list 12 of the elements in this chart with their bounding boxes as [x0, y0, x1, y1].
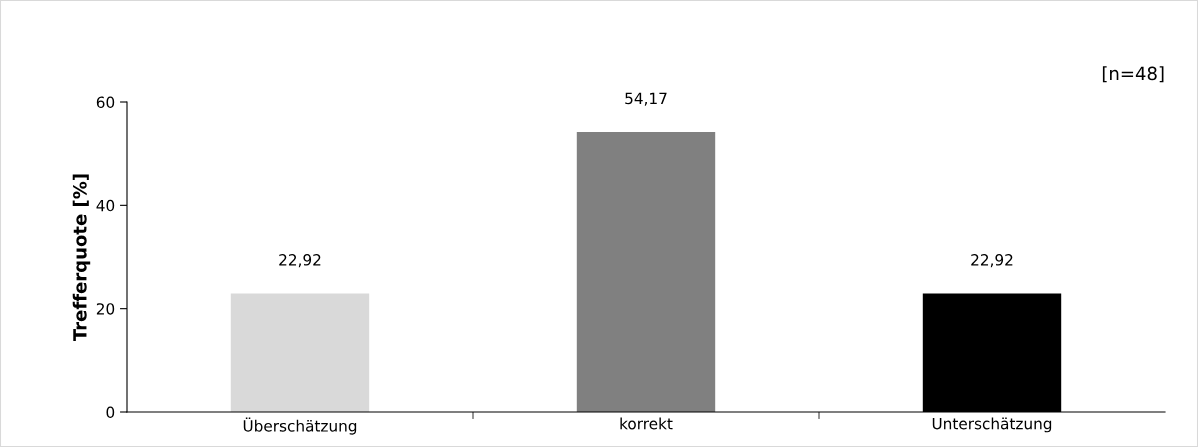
y-tick-label: 40 — [96, 199, 115, 212]
y-tick-label: 60 — [96, 96, 115, 109]
text: [n=48] — [1102, 66, 1164, 83]
data-label: 22,92 — [971, 254, 1013, 268]
x-tick-label: korrekt — [620, 417, 673, 430]
y-axis-title: Trefferquote [%] — [72, 174, 91, 342]
x-tick-label: Unterschätzung — [932, 417, 1052, 433]
data-label: 22,92 — [279, 254, 321, 268]
y-tick-label: 0 — [106, 406, 115, 419]
x-tick-label: Überschätzung — [243, 417, 357, 435]
data-label: 54,17 — [625, 92, 667, 106]
y-tick-label: 20 — [96, 303, 115, 315]
